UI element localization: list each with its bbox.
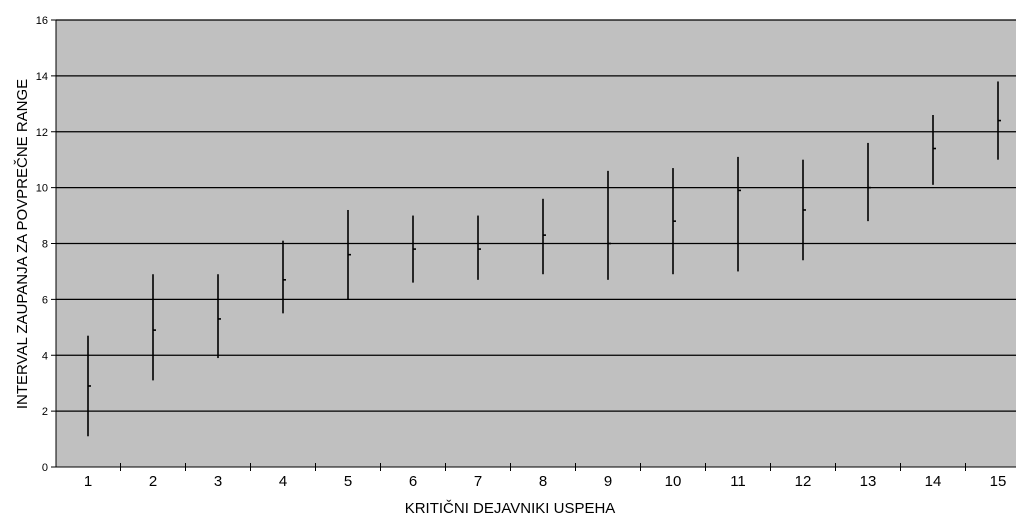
x-tick-label: 2 [149, 473, 157, 490]
y-tick-label: 16 [36, 15, 48, 27]
y-ticks: 0 2 4 6 8 10 12 14 16 [36, 15, 56, 474]
y-tick-label: 12 [36, 127, 48, 139]
x-tick-label: 6 [409, 473, 417, 490]
x-ticks: 1 2 3 4 5 6 7 8 9 10 11 12 13 14 15 [84, 463, 1007, 490]
x-tick-label: 13 [860, 473, 877, 490]
x-tick-label: 5 [344, 473, 352, 490]
x-tick-label: 9 [604, 473, 612, 490]
x-tick-label: 3 [214, 473, 222, 490]
x-tick-label: 8 [539, 473, 547, 490]
x-tick-label: 1 [84, 473, 92, 490]
y-tick-label: 2 [42, 406, 48, 418]
x-tick-label: 15 [990, 473, 1007, 490]
y-tick-label: 10 [36, 183, 48, 195]
x-tick-label: 10 [665, 473, 682, 490]
y-tick-label: 6 [42, 294, 48, 306]
y-tick-label: 4 [42, 350, 48, 362]
error-bars [87, 81, 1001, 437]
x-tick-label: 14 [925, 473, 942, 490]
y-tick-label: 0 [42, 462, 48, 474]
x-axis-title: KRITIČNI DEJAVNIKI USPEHA [405, 500, 616, 517]
y-tick-label: 14 [36, 71, 48, 83]
y-axis-title: INTERVAL ZAUPANJA ZA POVPREČNE RANGE [14, 79, 31, 409]
y-tick-label: 8 [42, 239, 48, 251]
x-tick-label: 4 [279, 473, 287, 490]
x-tick-label: 12 [795, 473, 812, 490]
gridlines [56, 19, 1016, 412]
x-tick-label: 7 [474, 473, 482, 490]
x-tick-label: 11 [730, 473, 746, 490]
